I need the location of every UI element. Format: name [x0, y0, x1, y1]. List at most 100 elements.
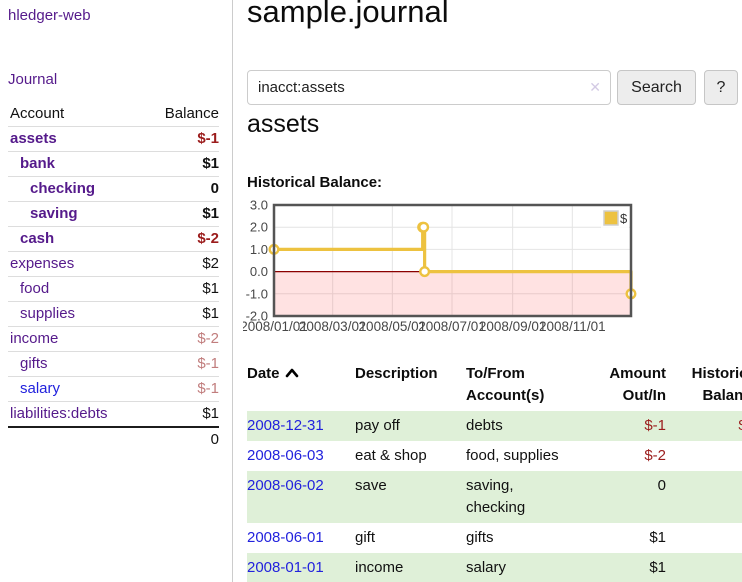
register-cell-amount: $1: [649, 559, 666, 576]
account-balance: $-1: [144, 376, 219, 402]
svg-text:3.0: 3.0: [250, 198, 268, 213]
accounts-header-balance: Balance: [164, 105, 219, 122]
register-cell-description: eat & shop: [355, 447, 427, 464]
account-heading: assets: [247, 110, 320, 138]
account-balance: $2: [144, 251, 219, 277]
date-header-label: Date: [247, 365, 280, 382]
search-input[interactable]: [247, 70, 611, 105]
register-cell-description: income: [355, 559, 404, 576]
svg-text:-2.0: -2.0: [246, 309, 268, 324]
register-cell-balance: $1: [666, 553, 742, 582]
account-row: bank $1: [8, 151, 219, 177]
account-link[interactable]: income: [10, 330, 59, 347]
svg-text:2008/01/01: 2008/01/01: [243, 319, 308, 334]
col-header-date[interactable]: Date: [247, 361, 355, 411]
col-header-accounts: To/From Account(s): [466, 365, 545, 404]
help-button[interactable]: ?: [704, 70, 738, 105]
register-cell-date: 2008-01-01: [247, 553, 355, 582]
account-row: expenses $2: [8, 251, 219, 277]
register-row: 2008-06-03 eat & shop food, supplies $-20: [247, 441, 742, 471]
register-cell-amount: $1: [649, 529, 666, 546]
account-row: assets $-1: [8, 126, 219, 152]
account-row: salary $-1: [8, 376, 219, 402]
svg-text:2008/05/01: 2008/05/01: [359, 319, 427, 334]
accounts-header-row: Account Balance: [8, 102, 219, 127]
transaction-date-link[interactable]: 2008-06-02: [247, 477, 324, 494]
chart-title: Historical Balance:: [247, 174, 383, 191]
clear-search-icon[interactable]: ✕: [589, 79, 601, 95]
register-cell-amount: $-2: [644, 447, 666, 464]
account-row: checking 0: [8, 176, 219, 202]
svg-text:0.0: 0.0: [250, 264, 268, 279]
accounts-header-account: Account: [10, 105, 65, 122]
account-link[interactable]: checking: [30, 180, 96, 197]
account-link[interactable]: assets: [10, 130, 57, 147]
register-cell-description: gift: [355, 529, 376, 546]
account-balance: $1: [144, 276, 219, 302]
account-row: gifts $-1: [8, 351, 219, 377]
register-cell-date: 2008-06-02: [247, 471, 355, 523]
register-cell-balance: $2: [666, 523, 742, 553]
transaction-date-link[interactable]: 2008-06-03: [247, 447, 324, 464]
search-button[interactable]: Search: [617, 70, 696, 105]
search-bar: ✕ Search ?: [247, 70, 738, 106]
svg-text:$: $: [620, 211, 628, 226]
account-balance: 0: [144, 176, 219, 202]
register-cell-description: pay off: [355, 417, 400, 434]
col-header-balance: Historical Balance: [691, 365, 742, 404]
account-row: liabilities:debts $1: [8, 401, 219, 427]
account-balance: $1: [144, 401, 219, 427]
app-title-link[interactable]: hledger-web: [8, 7, 91, 24]
account-link[interactable]: gifts: [20, 355, 48, 372]
col-header-amount: Amount Out/In: [609, 365, 666, 404]
sort-asc-icon: [285, 368, 298, 378]
sidebar-item-journal[interactable]: Journal: [8, 71, 58, 88]
account-link[interactable]: bank: [20, 155, 56, 172]
account-row: food $1: [8, 276, 219, 302]
register-cell-accounts: food, supplies: [466, 447, 559, 464]
account-link[interactable]: expenses: [10, 255, 75, 272]
account-row: saving $1: [8, 201, 219, 227]
account-link[interactable]: supplies: [20, 305, 76, 322]
register-table: Date Description To/From Account(s) Amou…: [247, 361, 742, 582]
account-balance: $1: [144, 151, 219, 177]
register-header-row: Date Description To/From Account(s) Amou…: [247, 361, 742, 411]
register-cell-accounts: salary: [466, 559, 507, 576]
accounts-table: Account Balance assets $-1 bank $1 checking 0…: [8, 102, 219, 452]
account-balance: $1: [144, 301, 219, 327]
transaction-date-link[interactable]: 2008-12-31: [247, 417, 324, 434]
svg-text:2008/03/01: 2008/03/01: [299, 319, 367, 334]
account-link[interactable]: saving: [30, 205, 78, 222]
register-cell-description: save: [355, 477, 387, 494]
register-cell-accounts: debts: [466, 417, 503, 434]
register-cell-balance: $2: [666, 471, 742, 523]
svg-text:-1.0: -1.0: [246, 286, 268, 301]
register-cell-balance: $-1: [666, 411, 742, 441]
historical-balance-chart: 3.0 2.0 1.0 0.0 -1.0 -2.02008/01/012008/03/01…: [243, 198, 637, 334]
account-row: supplies $1: [8, 301, 219, 327]
register-cell-date: 2008-06-01: [247, 523, 355, 553]
transaction-date-link[interactable]: 2008-06-01: [247, 529, 324, 546]
svg-text:1.0: 1.0: [250, 242, 268, 257]
account-link[interactable]: cash: [20, 230, 55, 247]
account-row: income $-2: [8, 326, 219, 352]
transaction-date-link[interactable]: 2008-01-01: [247, 559, 324, 576]
search-box: ✕: [247, 70, 611, 105]
col-header-description: Description: [355, 365, 438, 382]
register-cell-accounts: gifts: [466, 529, 494, 546]
account-link[interactable]: liabilities:debts: [10, 405, 108, 422]
svg-text:2008/09/01: 2008/09/01: [479, 319, 547, 334]
register-cell-amount: $-1: [644, 417, 666, 434]
register-row: 2008-06-02 save saving, checking 0$2: [247, 471, 742, 523]
accounts-total-balance: 0: [144, 426, 219, 452]
accounts-total-row: 0: [8, 426, 219, 452]
account-balance: $-2: [144, 226, 219, 252]
svg-text:2.0: 2.0: [250, 220, 268, 235]
register-row: 2008-06-01 gift gifts $1$2: [247, 523, 742, 553]
register-cell-amount: 0: [657, 477, 666, 494]
account-link[interactable]: salary: [20, 380, 61, 397]
svg-text:2008/07/01: 2008/07/01: [418, 319, 486, 334]
account-balance: $1: [144, 201, 219, 227]
account-link[interactable]: food: [20, 280, 50, 297]
